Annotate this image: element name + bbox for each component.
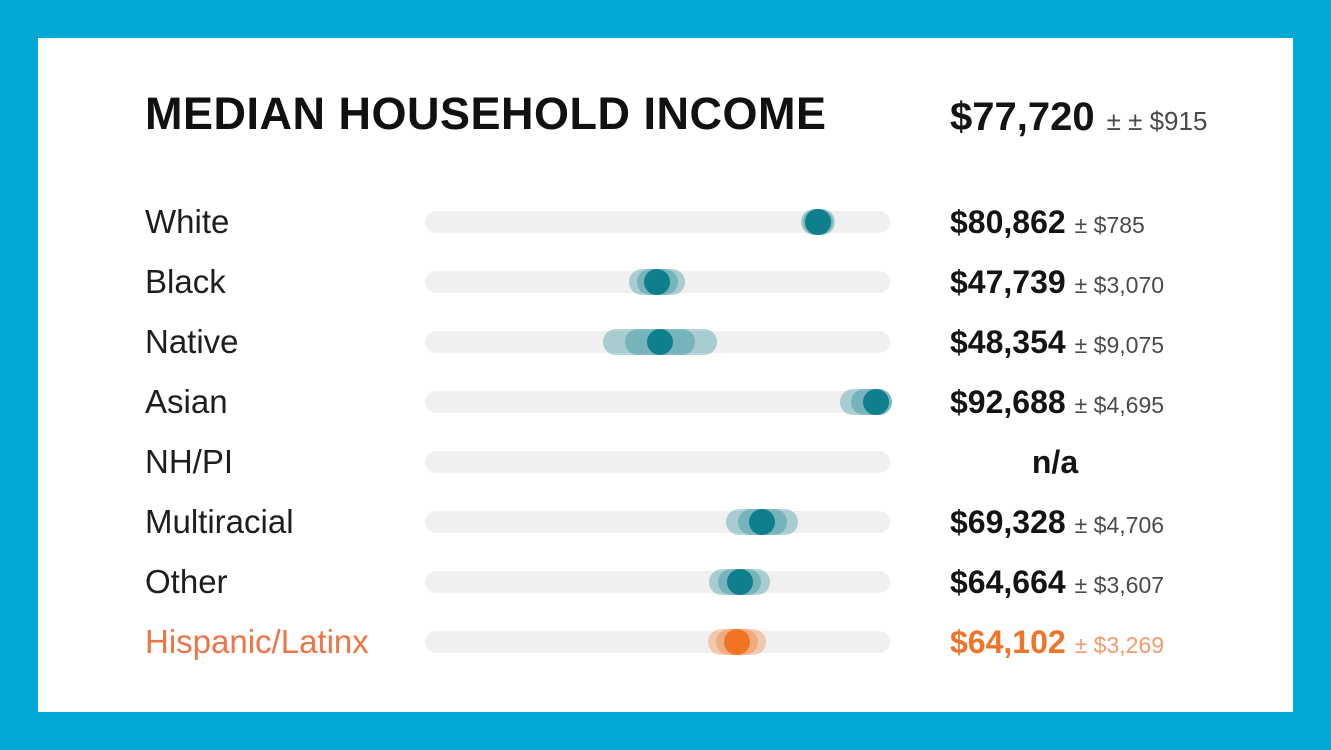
income-track — [425, 389, 892, 415]
income-value: n/a — [1031, 443, 1079, 480]
income-dot — [644, 269, 671, 295]
income-value-cell: $47,739 ± $3,070 — [950, 264, 1250, 301]
income-row: Black $47,739 ± $3,070 — [38, 252, 1293, 312]
income-dot — [647, 329, 674, 355]
income-row: Hispanic/Latinx $64,102 ± $3,269 — [38, 612, 1293, 672]
income-value-cell: $64,664 ± $3,607 — [950, 564, 1250, 601]
income-value: $92,688 — [950, 383, 1066, 420]
race-label: Other — [145, 563, 228, 600]
income-row: Asian $92,688 ± $4,695 — [38, 372, 1293, 432]
income-moe: ± $3,070 — [1074, 271, 1165, 298]
income-row: White $80,862 ± $785 — [38, 192, 1293, 252]
race-label: NH/PI — [145, 443, 234, 480]
income-track — [425, 629, 890, 655]
income-row: Multiracial $69,328 ± $4,706 — [38, 492, 1293, 552]
race-label: Black — [145, 263, 226, 300]
income-value: $47,739 — [950, 263, 1066, 300]
income-moe: ± $4,706 — [1074, 511, 1165, 538]
income-track — [425, 209, 890, 235]
income-moe: ± $4,695 — [1074, 391, 1165, 418]
income-value: $69,328 — [950, 503, 1066, 540]
income-track — [425, 509, 890, 535]
overall-income-moe: ± ± $915 — [1106, 106, 1208, 136]
income-value-cell: $92,688 ± $4,695 — [950, 384, 1250, 421]
income-moe: ± $3,269 — [1074, 631, 1165, 658]
overall-income-value: $77,720 — [950, 95, 1095, 139]
income-moe: ± $9,075 — [1074, 331, 1165, 358]
race-label: Hispanic/Latinx — [145, 623, 369, 660]
income-value-cell: $80,862 ± $785 — [950, 204, 1250, 241]
income-dot — [805, 209, 832, 235]
income-track — [425, 269, 890, 295]
income-value-cell: $69,328 ± $4,706 — [950, 504, 1250, 541]
income-value: $64,664 — [950, 563, 1066, 600]
race-label: White — [145, 203, 230, 240]
race-label: Native — [145, 323, 239, 360]
income-dot — [749, 509, 776, 535]
income-dot — [726, 569, 753, 595]
income-value-cell: $64,102 ± $3,269 — [950, 624, 1250, 661]
page-title: MEDIAN HOUSEHOLD INCOME — [145, 88, 827, 139]
income-dot — [862, 389, 889, 415]
race-label: Multiracial — [145, 503, 294, 540]
income-row: Native $48,354 ± $9,075 — [38, 312, 1293, 372]
income-value: $48,354 — [950, 323, 1066, 360]
income-value-cell: $48,354 ± $9,075 — [950, 324, 1250, 361]
race-label: Asian — [145, 383, 228, 420]
income-moe: ± $785 — [1074, 211, 1145, 238]
income-dot — [723, 629, 750, 655]
income-row: NH/PI n/a — [38, 432, 1293, 492]
income-rows: White $80,862 ± $785 Black $47,739 ± $3,… — [38, 192, 1293, 672]
income-row: Other $64,664 ± $3,607 — [38, 552, 1293, 612]
income-track — [425, 569, 890, 595]
income-track — [425, 329, 890, 355]
overall-median-income: $77,720 ± ± $915 — [950, 95, 1207, 140]
income-track — [425, 451, 890, 473]
income-moe: ± $3,607 — [1074, 571, 1165, 598]
chart-card: MEDIAN HOUSEHOLD INCOME $77,720 ± ± $915… — [38, 38, 1293, 712]
income-value-cell: n/a — [950, 444, 1250, 481]
income-value: $64,102 — [950, 623, 1066, 660]
income-value: $80,862 — [950, 203, 1066, 240]
